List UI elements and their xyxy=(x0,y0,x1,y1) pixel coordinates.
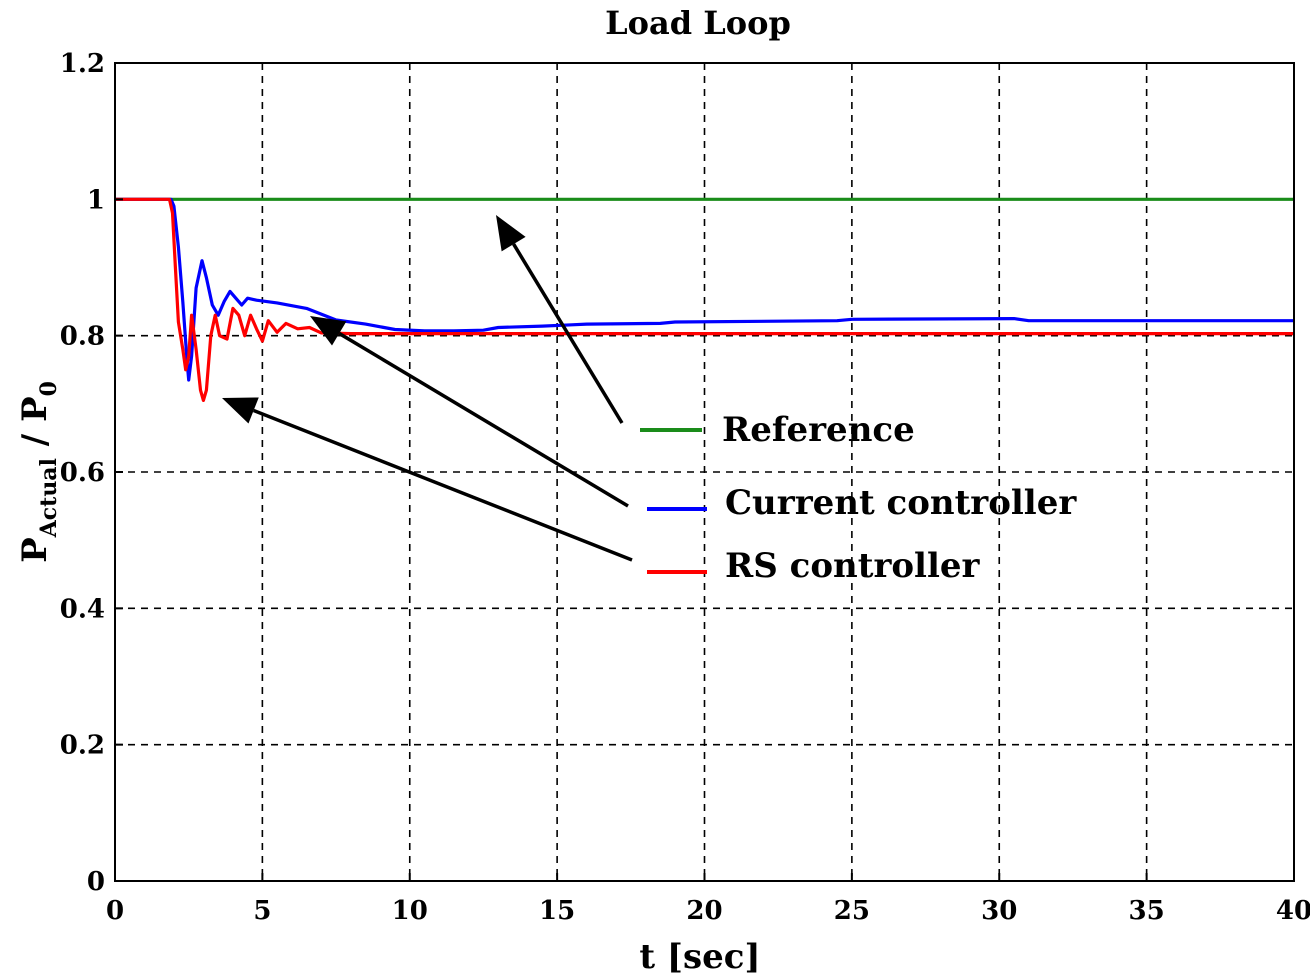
y-tick-label: 1 xyxy=(87,185,105,215)
x-tick-label: 30 xyxy=(981,896,1017,926)
legend: Reference Current controller RS controller xyxy=(640,410,1077,586)
x-tick-label: 0 xyxy=(106,896,124,926)
annotation-arrowhead-0 xyxy=(496,215,526,252)
annotation-arrowhead-2 xyxy=(222,397,259,424)
y-axis-label-sub2: 0 xyxy=(36,381,62,396)
series-line-2 xyxy=(115,197,1294,402)
annotation-arrow-2 xyxy=(252,408,633,562)
annotation-arrowhead-1 xyxy=(310,316,347,346)
y-tick-label: 0 xyxy=(87,867,105,897)
x-tick-label: 5 xyxy=(253,896,271,926)
y-tick-label: 0.6 xyxy=(60,458,105,488)
x-axis-label: t [sec] xyxy=(639,937,760,977)
y-axis-label: PActual / P0 xyxy=(15,381,62,563)
legend-label-2: RS controller xyxy=(725,546,981,586)
annotations xyxy=(222,215,633,562)
annotation-arrow-0 xyxy=(512,243,624,424)
x-tick-label: 35 xyxy=(1129,896,1165,926)
y-axis-label-main: P xyxy=(15,537,55,563)
x-tick-label: 10 xyxy=(392,896,428,926)
tick-labels: 0 5 10 15 20 25 30 35 40 0 0.2 0.4 0.6 0.8 1 1.2 xyxy=(60,49,1310,926)
legend-label-0: Reference xyxy=(722,410,915,450)
x-tick-label: 20 xyxy=(686,896,722,926)
chart-title: Load Loop xyxy=(605,4,791,42)
y-tick-label: 0.8 xyxy=(60,322,105,352)
x-tick-label: 40 xyxy=(1276,896,1310,926)
annotation-arrow-1 xyxy=(338,331,629,508)
series-line-1 xyxy=(115,197,1294,382)
x-tick-label: 15 xyxy=(539,896,575,926)
x-tick-label: 25 xyxy=(834,896,870,926)
series-group xyxy=(115,197,1294,402)
legend-label-1: Current controller xyxy=(725,483,1077,523)
y-tick-label: 0.4 xyxy=(60,594,105,624)
y-axis-label-sub: Actual xyxy=(36,458,62,538)
y-axis-label-sep: / P xyxy=(15,396,55,458)
y-tick-label: 1.2 xyxy=(60,49,105,79)
y-tick-label: 0.2 xyxy=(60,731,105,761)
